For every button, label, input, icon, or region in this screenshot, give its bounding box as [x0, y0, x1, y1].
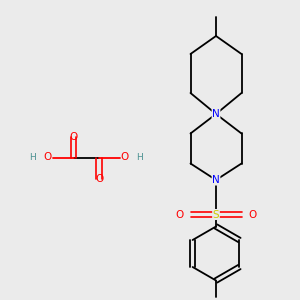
Text: H: H [136, 153, 143, 162]
Text: O: O [44, 152, 52, 163]
Text: O: O [120, 152, 129, 163]
Text: O: O [248, 209, 257, 220]
Text: O: O [95, 173, 103, 184]
Text: S: S [213, 209, 219, 220]
Text: H: H [30, 153, 36, 162]
Text: O: O [69, 131, 78, 142]
Text: O: O [175, 209, 184, 220]
Text: N: N [212, 175, 220, 185]
Text: N: N [212, 109, 220, 119]
